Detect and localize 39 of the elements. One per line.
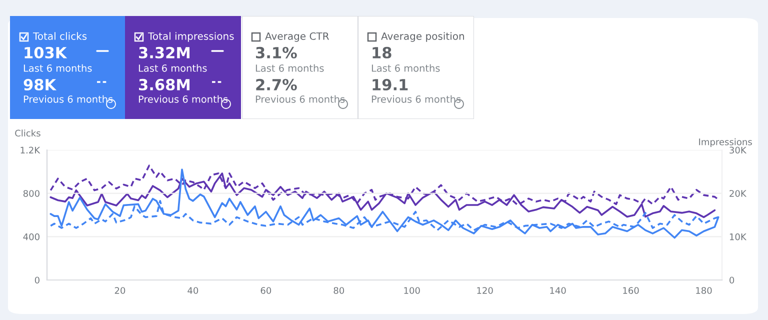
x-tick-label: 140 bbox=[550, 287, 566, 294]
x-tick-label: 40 bbox=[188, 287, 198, 294]
text: Average CTR bbox=[265, 32, 329, 42]
text: 2.7% bbox=[256, 78, 297, 90]
text: 3.32M bbox=[139, 46, 190, 58]
y-tick-label: 800 bbox=[23, 190, 40, 197]
text: Last 6 months bbox=[256, 64, 324, 72]
y2-axis-title: Impressions bbox=[699, 138, 752, 148]
y2-tick-label: 10K bbox=[730, 233, 747, 240]
text: 18 bbox=[372, 46, 392, 58]
y-tick-label: 400 bbox=[23, 233, 40, 240]
x-tick-label: 180 bbox=[696, 287, 712, 294]
text: 98K bbox=[24, 78, 57, 90]
y2-tick-label: 0 bbox=[730, 276, 734, 284]
x-tick-label: 160 bbox=[623, 287, 639, 294]
text: Total impressions bbox=[148, 32, 234, 42]
y-axis-title: Clicks bbox=[15, 130, 40, 137]
text: 103K bbox=[24, 46, 68, 58]
x-tick-label: 20 bbox=[114, 287, 126, 294]
text: Last 6 months bbox=[138, 64, 207, 72]
text: Last 6 months bbox=[372, 64, 440, 72]
x-tick-label: 120 bbox=[477, 287, 493, 294]
y-tick-label: 0 bbox=[34, 276, 40, 284]
text: 3.1% bbox=[256, 46, 297, 58]
y2-tick-label: 20K bbox=[730, 190, 747, 197]
text: 19.1 bbox=[372, 78, 408, 90]
text: Last 6 months bbox=[24, 64, 92, 72]
text: Previous 6 months bbox=[372, 95, 461, 103]
text: Average position bbox=[381, 32, 464, 42]
text: 3.68M bbox=[139, 78, 190, 90]
text: Previous 6 months bbox=[256, 95, 345, 103]
text: Previous 6 months bbox=[24, 95, 113, 103]
x-tick-label: 60 bbox=[260, 287, 272, 294]
x-tick-label: 80 bbox=[334, 287, 344, 294]
y2-tick-label: 30K bbox=[730, 146, 747, 154]
text: Previous 6 months bbox=[138, 95, 228, 103]
x-tick-label: 100 bbox=[404, 287, 420, 294]
y-tick-label: 1.2K bbox=[20, 146, 40, 154]
text: Total clicks bbox=[32, 32, 87, 40]
